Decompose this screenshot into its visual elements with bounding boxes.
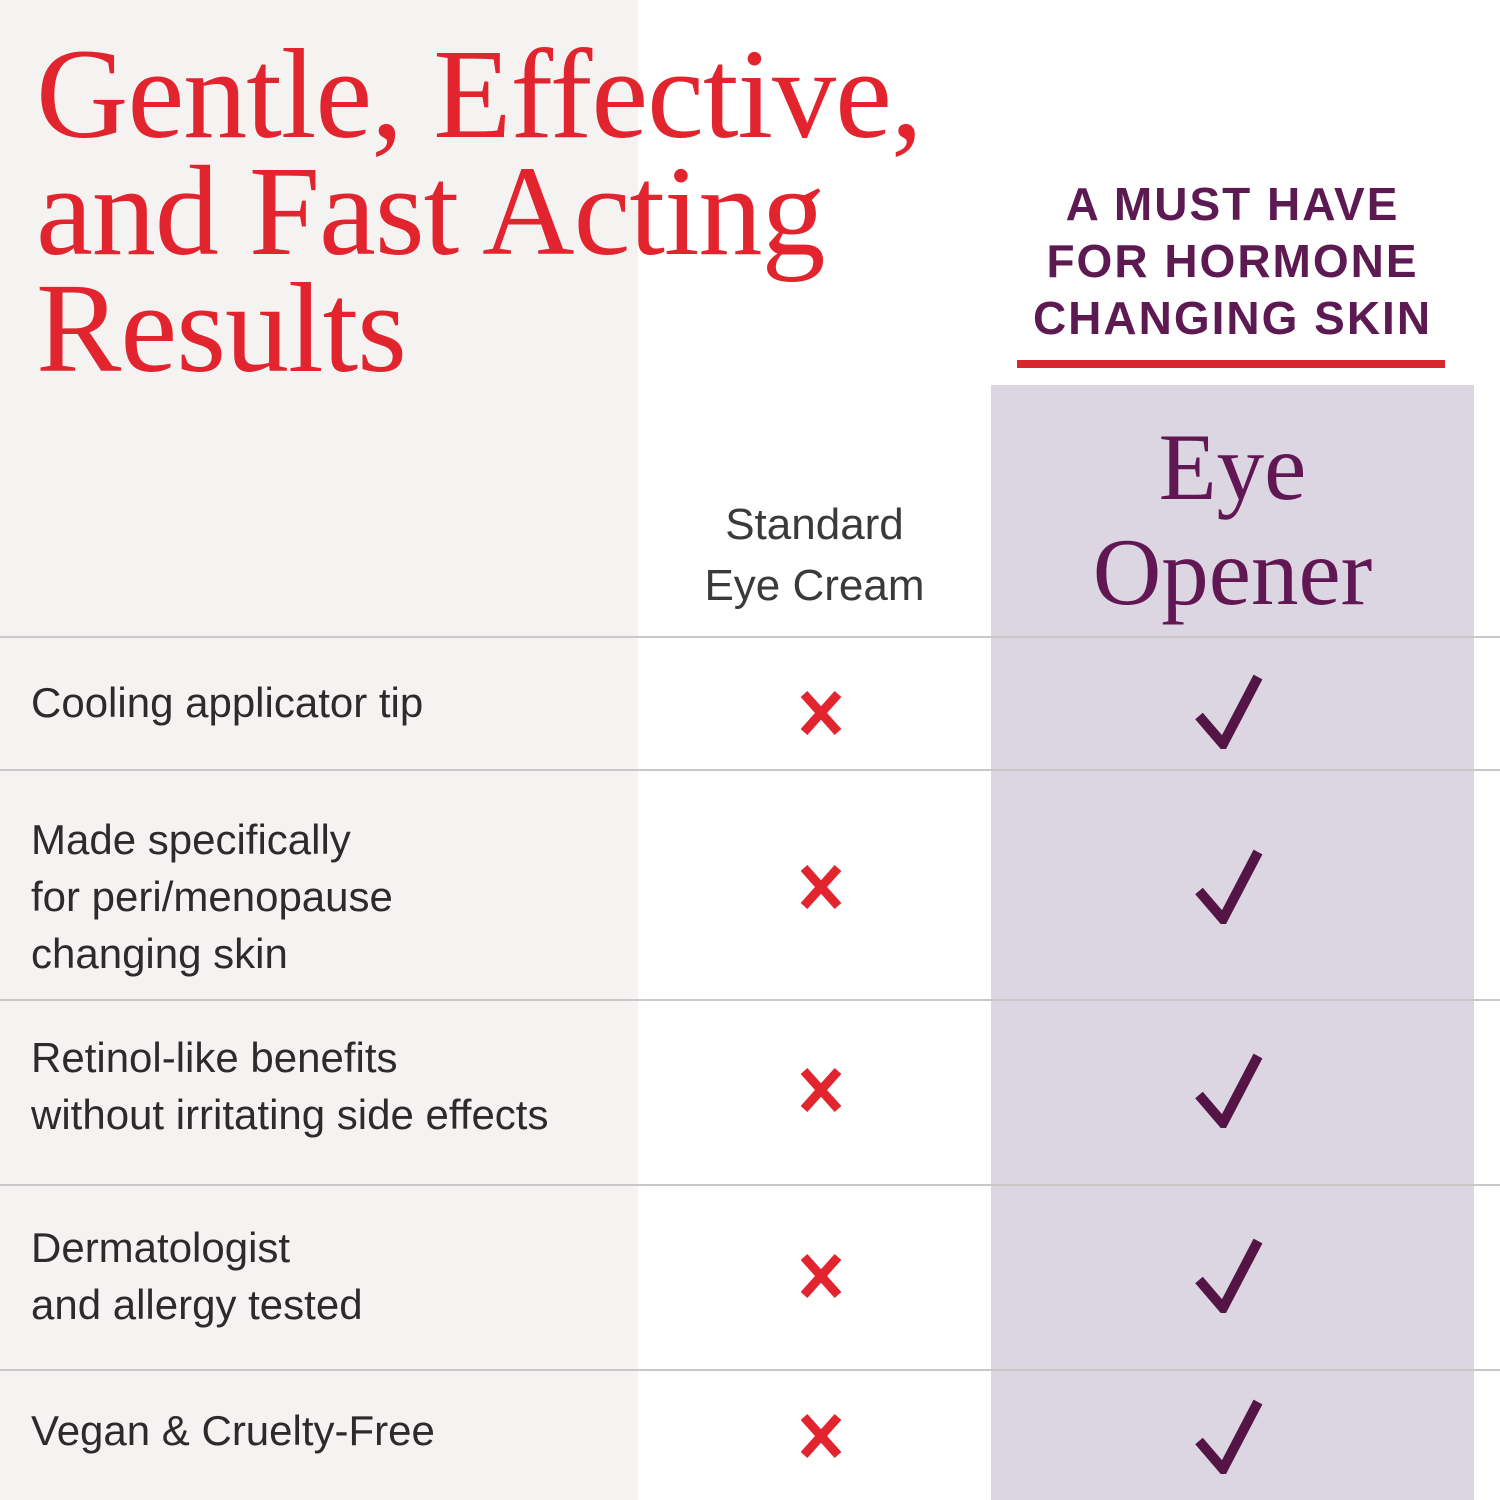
x-icon	[800, 864, 842, 910]
feature-label: Vegan & Cruelty-Free	[31, 1407, 435, 1454]
column-header-standard: Standard Eye Cream	[704, 500, 925, 610]
page-title: Gentle, Effective, and Fast Acting Resul…	[36, 23, 923, 399]
feature-label: Cooling applicator tip	[31, 679, 424, 726]
feature-label: Dermatologist and allergy tested	[31, 1224, 363, 1328]
check-icon	[1195, 674, 1263, 749]
product-tagline: A MUST HAVE FOR HORMONE CHANGING SKIN	[1032, 178, 1433, 344]
x-icon	[800, 1253, 842, 1299]
left-background-panel	[0, 0, 638, 1500]
row-divider	[0, 769, 1500, 771]
x-icon	[800, 690, 842, 736]
check-icon	[1195, 1238, 1263, 1313]
x-icon	[800, 1067, 842, 1113]
column-header-product: Eye Opener	[1092, 414, 1373, 625]
row-divider	[0, 999, 1500, 1001]
check-icon	[1195, 849, 1263, 924]
check-icon	[1195, 1399, 1263, 1474]
check-icon	[1195, 1053, 1263, 1128]
tagline-underline	[1017, 360, 1445, 368]
x-icon	[800, 1413, 842, 1459]
row-divider	[0, 1369, 1500, 1371]
feature-label: Retinol-like benefits without irritating…	[31, 1034, 549, 1138]
product-column-highlight	[991, 385, 1474, 1500]
row-divider	[0, 636, 1500, 638]
feature-label: Made specifically for peri/menopause cha…	[31, 816, 393, 977]
row-divider	[0, 1184, 1500, 1186]
